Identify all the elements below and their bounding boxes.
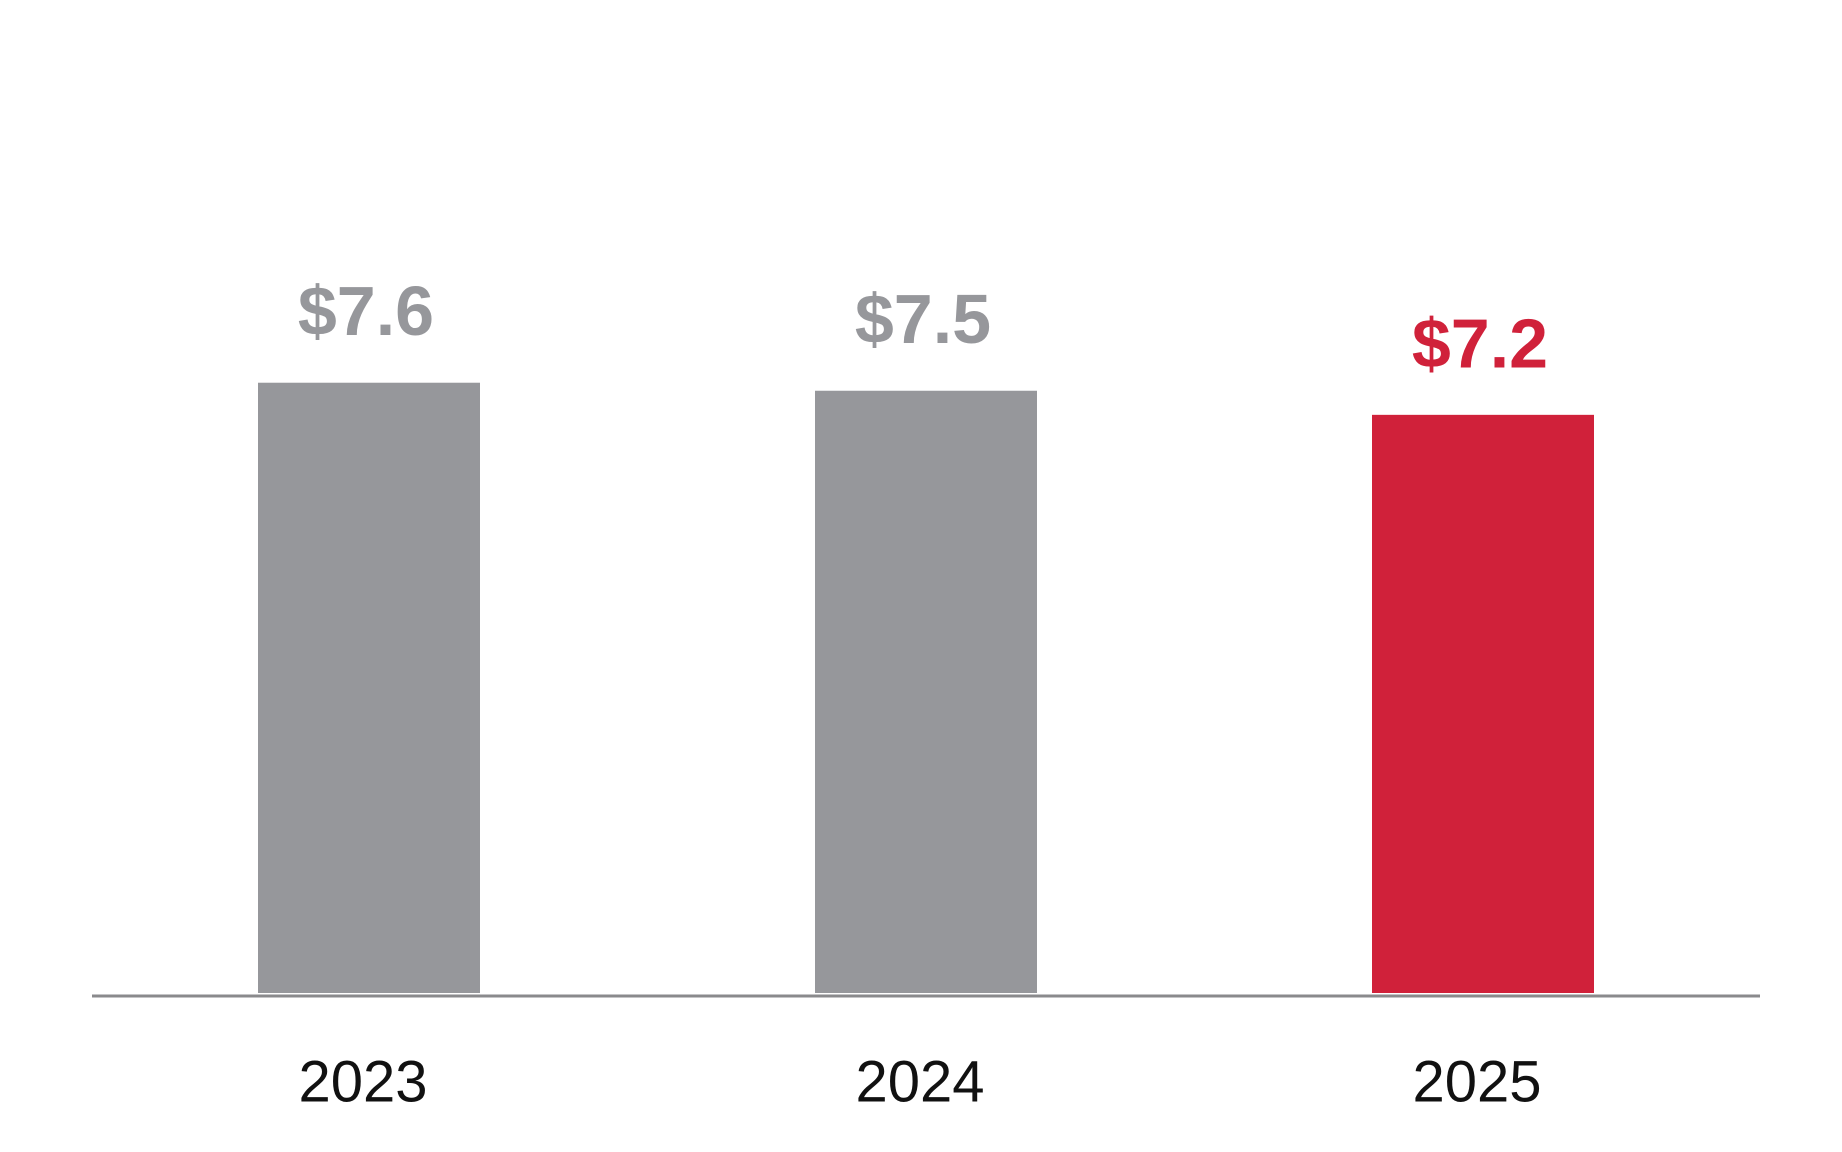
bar [815, 390, 1037, 993]
x-tick-label: 2024 [855, 1049, 984, 1114]
bar [1372, 414, 1594, 994]
value-label: $7.5 [855, 280, 991, 358]
x-tick-label: 2023 [298, 1049, 427, 1114]
value-label: $7.6 [298, 272, 434, 350]
bar [258, 382, 480, 994]
x-tick-label: 2025 [1412, 1049, 1541, 1114]
value-label: $7.2 [1412, 304, 1548, 382]
